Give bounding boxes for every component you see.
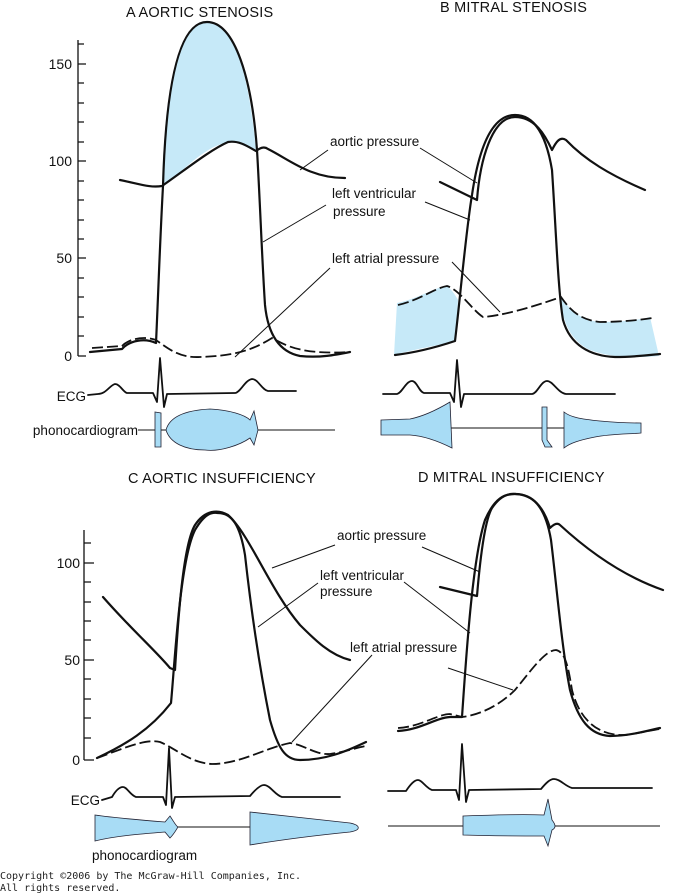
label-phonocardiogram-c: phonocardiogram [92,848,197,863]
panel-aortic-insufficiency: C AORTIC INSUFFICIENCY 100 50 0 aortic p… [57,471,458,863]
copyright-line-1: Copyright ©2006 by The McGraw-Hill Compa… [0,871,302,882]
panel-mitral-insufficiency: D MITRAL INSUFFICIENCY [387,470,665,848]
y-axis-a: 150 100 50 0 [49,40,86,364]
panel-mitral-stenosis: B MITRAL STENOSIS [380,0,662,449]
label-left-atrial-pressure-c: left atrial pressure [350,640,457,655]
tick-0: 0 [64,348,72,364]
tick-50: 50 [56,250,72,266]
pressure-gradient-area-b-left [394,285,458,355]
left-atrial-pressure-curve-b [397,285,653,323]
phonocardiogram-a [154,408,259,451]
label-aortic-pressure-a: aortic pressure [330,134,419,149]
left-ventricular-pressure-curve-d [396,492,662,738]
label-left-ventricular-c: left ventricular [320,568,405,583]
label-left-ventricular-a: left ventricular [332,186,417,201]
label-ecg-c: ECG [71,793,100,808]
panel-aortic-stenosis: A AORTIC STENOSIS 150 100 50 0 aortic pr… [33,5,439,451]
pressure-gradient-area-b-right [561,297,659,358]
phonocardiogram-c [94,811,359,846]
aortic-pressure-curve-a [118,140,347,188]
pressure-gradient-area-a [162,22,256,186]
ecg-trace-b [382,359,616,408]
phonocardiogram-b [380,401,642,449]
left-ventricular-pressure-curve-a [88,20,352,358]
label-left-atrial-pressure-a: left atrial pressure [332,251,439,266]
tick-50-c: 50 [64,652,80,668]
aortic-pressure-curve-d [438,492,665,598]
copyright-line-2: All rights reserved. [0,883,121,894]
panel-b-title: B MITRAL STENOSIS [440,0,587,16]
panel-a-title: A AORTIC STENOSIS [126,5,273,21]
left-atrial-pressure-curve-c [96,740,367,765]
panel-c-title: C AORTIC INSUFFICIENCY [128,471,316,487]
label-pressure-c: pressure [320,584,373,599]
aortic-pressure-curve-c [101,510,352,672]
phonocardiogram-d [462,798,556,848]
label-phonocardiogram-a: phonocardiogram [33,423,138,438]
left-atrial-pressure-curve-d [397,649,661,736]
label-pressure-a: pressure [333,204,386,219]
ecg-trace-d [387,743,653,803]
left-ventricular-pressure-curve-c [95,511,368,762]
tick-150: 150 [49,56,73,72]
y-axis-c: 100 50 0 [57,530,94,768]
left-atrial-pressure-curve-a [91,336,351,358]
tick-100: 100 [49,153,73,169]
label-ecg-a: ECG [57,389,86,404]
ecg-trace-a [87,357,297,408]
tick-100-c: 100 [57,555,81,571]
label-aortic-pressure-c: aortic pressure [337,528,426,543]
ecg-trace-c [101,747,341,809]
tick-0-c: 0 [72,752,80,768]
aortic-pressure-curve-b [438,115,647,202]
panel-d-title: D MITRAL INSUFFICIENCY [418,470,605,486]
